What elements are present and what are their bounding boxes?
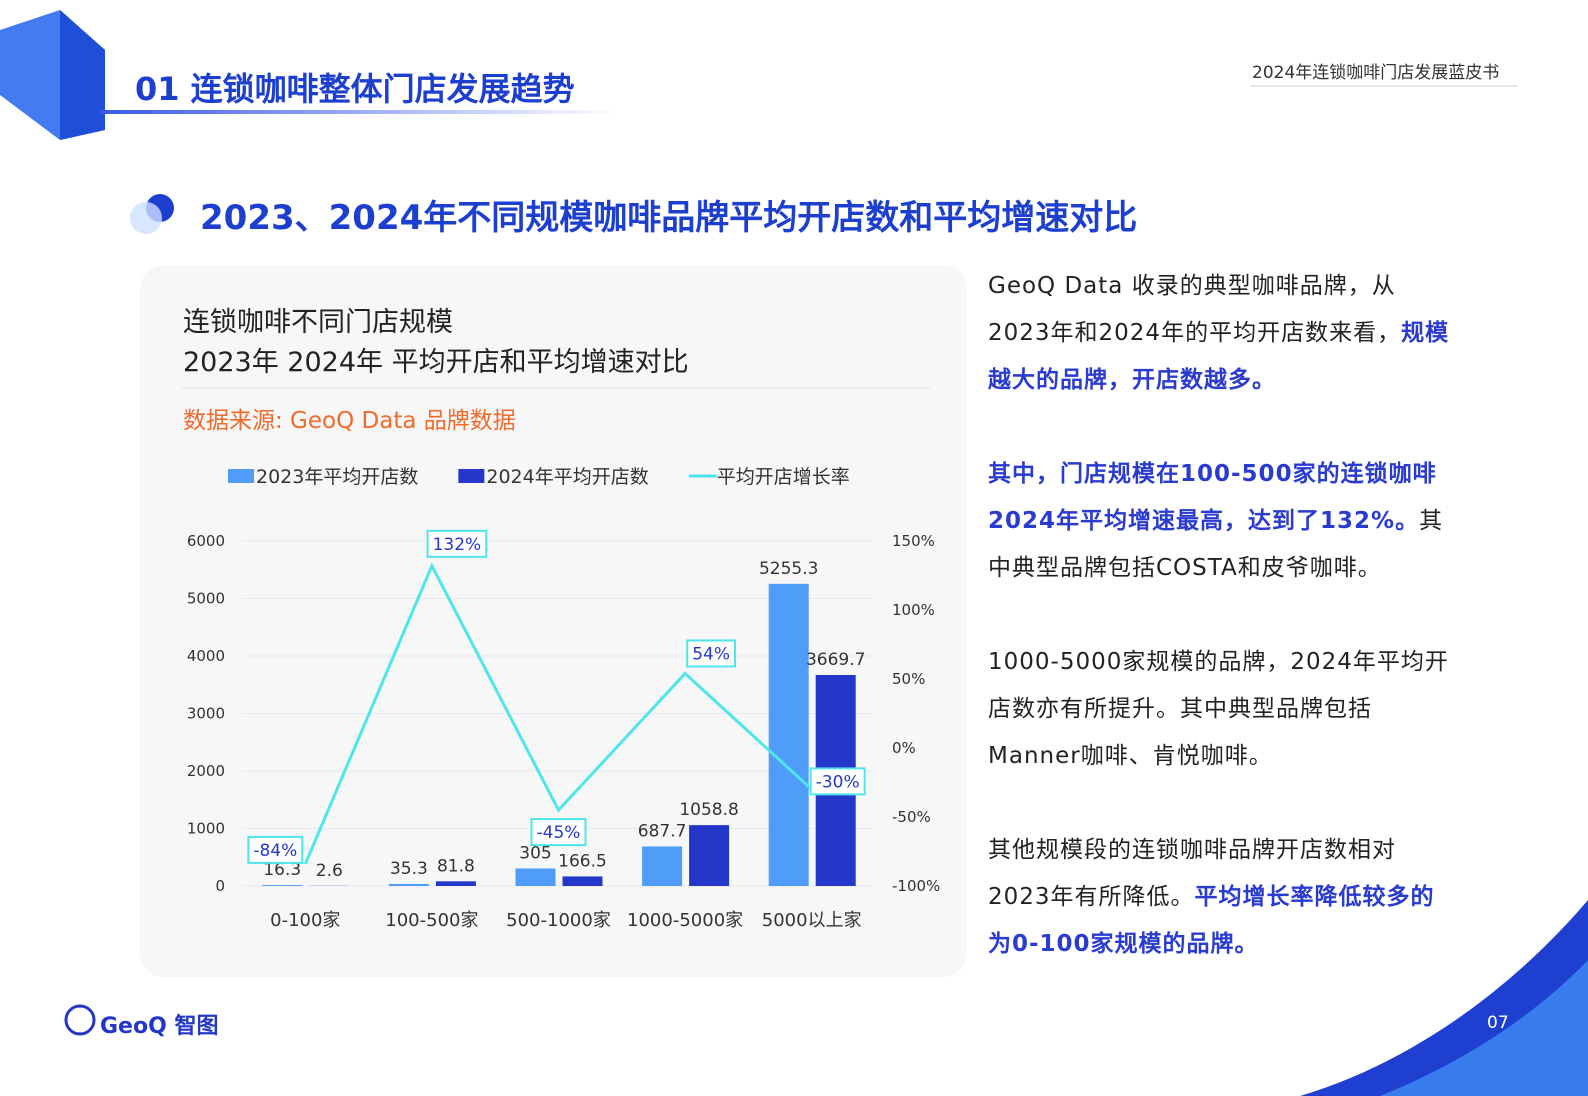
legend-swatch <box>458 469 485 483</box>
x-tick-label: 500-1000家 <box>506 910 611 931</box>
line-label-box <box>530 818 587 847</box>
paragraph: GeoQ Data 收录的典型咖啡品牌，从2023年和2024年的平均开店数来看… <box>988 263 1458 404</box>
bar <box>642 846 683 886</box>
bar <box>435 881 476 886</box>
line-label-box <box>247 835 304 864</box>
text-run: 其中典型品牌包括COSTA和皮爷咖啡。 <box>988 508 1444 581</box>
line-label-box <box>809 767 866 796</box>
text-block: GeoQ Data 收录的典型咖啡品牌，从2023年和2024年的平均开店数来看… <box>988 263 1458 1015</box>
chart-title: 连锁咖啡不同门店规模 2023年 2024年 平均开店和平均增速对比 <box>183 303 689 383</box>
x-tick-label: 100-500家 <box>385 910 478 931</box>
line-value-label: 54% <box>692 644 730 664</box>
y2-tick-label: 50% <box>892 670 925 688</box>
line-label-box <box>686 639 736 668</box>
text-run: 平均增长率降低较多的为0-100家规模的品牌。 <box>988 884 1435 957</box>
y2-tick-label: 0% <box>892 739 916 757</box>
bar <box>515 868 556 886</box>
bar <box>689 825 730 886</box>
logo: GeoQ 智图 <box>100 1014 219 1039</box>
bar <box>262 885 303 886</box>
y-tick-label: 4000 <box>187 647 225 665</box>
line-label: -45% <box>530 818 587 847</box>
text-run: 其他规模段的连锁咖啡品牌开店数相对2023年有所降低。 <box>988 837 1396 910</box>
line <box>303 562 813 865</box>
y-tick-label: 2000 <box>187 762 225 780</box>
bar <box>768 583 809 886</box>
bar-value-label: 16.3 <box>263 860 301 880</box>
legend-label: 平均开店增长率 <box>717 466 850 488</box>
bar-value-label: 81.8 <box>437 856 475 876</box>
bar-value-label: 5255.3 <box>759 559 818 579</box>
bar-value-label: 3669.7 <box>806 650 865 670</box>
text-run: GeoQ Data 收录的典型咖啡品牌，从2023年和2024年的平均开店数来看… <box>988 273 1402 346</box>
bar <box>562 876 603 886</box>
bar-value-label: 687.7 <box>638 821 687 841</box>
text-run: 1000-5000家规模的品牌，2024年平均开店数亦有所提升。其中典型品牌包括… <box>988 649 1449 769</box>
y2-tick-label: 150% <box>892 532 935 550</box>
paragraph: 1000-5000家规模的品牌，2024年平均开店数亦有所提升。其中典型品牌包括… <box>988 639 1458 780</box>
line-label: 132% <box>426 529 488 558</box>
line-label: -84% <box>247 835 304 864</box>
chart-title-line: 2023年 2024年 平均开店和平均增速对比 <box>183 347 689 378</box>
legend-swatch <box>228 469 254 483</box>
chart-source: 数据来源: GeoQ Data 品牌数据 <box>183 408 516 434</box>
y2-tick-label: -50% <box>892 808 931 826</box>
line-label: 54% <box>686 639 736 668</box>
line-label: -30% <box>809 767 866 796</box>
bar-value-label: 166.5 <box>558 851 607 871</box>
text-run: 规模越大的品牌，开店数越多。 <box>988 320 1450 393</box>
section-title: 2023、2024年不同规模咖啡品牌平均开店数和平均增速对比 <box>200 198 1138 238</box>
y-tick-label: 0 <box>215 877 225 895</box>
bar-value-label: 1058.8 <box>679 800 738 820</box>
bar-value-label: 2.6 <box>316 861 343 881</box>
line-value-label: 132% <box>433 535 482 555</box>
chart-title-line: 连锁咖啡不同门店规模 <box>183 307 453 338</box>
paragraph: 其他规模段的连锁咖啡品牌开店数相对2023年有所降低。平均增长率降低较多的为0-… <box>988 827 1458 968</box>
bar <box>388 883 429 886</box>
line-value-label: -84% <box>253 841 297 861</box>
y2-tick-label: 100% <box>892 601 935 619</box>
report-name: 2024年连锁咖啡门店发展蓝皮书 <box>1252 63 1500 83</box>
y2-tick-label: -100% <box>892 877 940 895</box>
line-value-label: -30% <box>816 772 860 792</box>
x-tick-label: 0-100家 <box>270 910 340 931</box>
y-tick-label: 5000 <box>187 590 225 608</box>
x-tick-label: 1000-5000家 <box>627 910 743 931</box>
y-tick-label: 3000 <box>187 705 225 723</box>
header-title: 01 连锁咖啡整体门店发展趋势 <box>135 70 575 108</box>
page-number: 07 <box>1487 1013 1509 1033</box>
line-value-label: -45% <box>537 823 581 843</box>
legend-label: 2023年平均开店数 <box>256 466 418 488</box>
y-tick-label: 1000 <box>187 820 225 838</box>
bar-value-label: 305 <box>519 843 551 863</box>
bar-value-label: 35.3 <box>390 859 428 879</box>
x-tick-label: 5000以上家 <box>762 910 862 931</box>
line-label-box <box>426 529 488 558</box>
legend-label: 2024年平均开店数 <box>486 466 648 488</box>
text-run: 其中，门店规模在100-500家的连锁咖啡2024年平均增速最高，达到了132%… <box>988 461 1437 534</box>
y-tick-label: 6000 <box>187 532 225 550</box>
paragraph: 其中，门店规模在100-500家的连锁咖啡2024年平均增速最高，达到了132%… <box>988 451 1458 592</box>
